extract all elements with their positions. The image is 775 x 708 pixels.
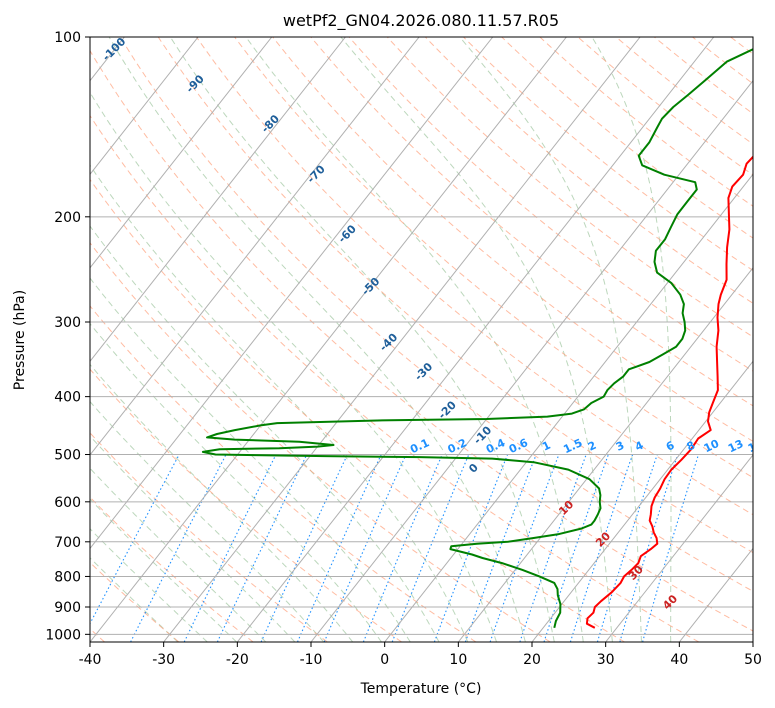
isotherm-line — [90, 37, 199, 176]
dewpoint-profile-line — [201, 48, 753, 629]
isotherm-line — [90, 37, 346, 363]
dry-adiabat-line — [90, 49, 753, 632]
y-tick-label: 400 — [54, 390, 81, 406]
plot-area: -100-90-80-70-60-50-40-30-20-10010203040… — [90, 37, 766, 642]
x-axis-ticks: -40 -30 -20 -10 0 10 20 30 40 50 — [79, 642, 762, 668]
moist-adiabat-line — [90, 164, 469, 642]
dry-adiabat-line — [90, 305, 477, 642]
mixing-ratio-label: 16 — [746, 437, 766, 455]
sounding-profiles — [201, 48, 753, 629]
moist-adiabat-line — [245, 37, 584, 642]
isotherm-line — [531, 360, 753, 642]
plot-frame — [89, 36, 754, 643]
mixing-ratio-line — [619, 454, 679, 642]
dry-adiabat-line — [90, 561, 180, 642]
x-tick-label: 0 — [380, 652, 389, 668]
mixing-ratio-line — [90, 454, 180, 625]
mixing-ratio-line — [433, 454, 509, 642]
isotherm-line — [90, 37, 567, 642]
dry-adiabat-line — [90, 368, 402, 642]
moist-adiabat-line — [90, 498, 237, 642]
moist-adiabat-line — [459, 37, 642, 642]
moist-adiabat-line — [90, 528, 208, 642]
x-tick-label: -10 — [300, 652, 323, 668]
temperature-profile-line — [585, 155, 753, 629]
x-tick-label: -20 — [226, 652, 249, 668]
x-tick-label: 30 — [597, 652, 615, 668]
x-tick-label: -30 — [152, 652, 175, 668]
y-tick-label: 900 — [54, 600, 81, 616]
x-tick-label: 50 — [744, 652, 762, 668]
dry-adiabat-line — [157, 37, 753, 554]
y-tick-label: 1000 — [45, 627, 81, 643]
dry-adiabat-line — [90, 178, 625, 642]
moist-adiabat-line — [90, 467, 267, 642]
moist-adiabat-line — [90, 435, 296, 642]
moist-adiabat-line — [90, 225, 440, 642]
mixing-ratio-line — [642, 454, 700, 642]
dry-adiabat-line — [90, 242, 551, 642]
mixing-ratio-line — [391, 454, 470, 642]
x-tick-label: 10 — [449, 652, 467, 668]
dry-adiabat-line — [310, 37, 753, 407]
y-tick-label: 600 — [54, 495, 81, 511]
chart-title: wetPf2_GN04.2026.080.11.57.R05 — [283, 11, 559, 31]
x-tick-label: 40 — [670, 652, 688, 668]
y-tick-label: 500 — [54, 448, 81, 464]
isotherm-line — [236, 37, 715, 642]
moist-adiabat-line — [340, 37, 613, 642]
dry-adiabat-line — [272, 37, 753, 442]
isotherms — [90, 37, 753, 642]
mixing-ratio-lines — [90, 454, 700, 642]
isotherm-line — [384, 173, 753, 642]
dry-adiabat-line — [195, 37, 753, 516]
y-tick-label: 200 — [54, 210, 81, 226]
isotherm-line — [457, 267, 753, 642]
mixing-ratio-line — [362, 454, 443, 642]
mixing-ratio-line — [296, 454, 382, 642]
x-tick-label: -40 — [79, 652, 102, 668]
dry-adiabat-line — [119, 37, 753, 592]
mixing-ratio-line — [596, 454, 658, 642]
y-axis-ticks: 100 200 300 400 500 600 700 800 900 1000 — [45, 30, 90, 643]
mixing-ratio-label: 13 — [726, 437, 745, 455]
x-axis-label: Temperature (°C) — [360, 681, 482, 697]
mixing-ratio-line — [216, 454, 308, 642]
dry-adiabat-line — [424, 37, 753, 304]
isobar-grid — [90, 37, 753, 635]
moist-adiabat-line — [108, 37, 526, 642]
mixing-ratio-line — [519, 454, 587, 642]
moist-adiabat-line — [591, 37, 672, 642]
isotherm-line — [163, 37, 641, 642]
moist-adiabat-line — [169, 37, 555, 642]
mixing-ratio-line — [543, 454, 609, 642]
y-tick-label: 300 — [54, 315, 81, 331]
isotherm-line — [310, 79, 753, 642]
mixing-ratio-line — [464, 454, 537, 642]
y-tick-label: 700 — [54, 535, 81, 551]
mixing-ratio-line — [569, 454, 634, 642]
dry-adiabat-line — [90, 114, 700, 642]
mixing-ratio-line — [323, 454, 407, 642]
moist-adiabat-line — [90, 322, 382, 642]
dry-adiabat-line — [233, 37, 753, 479]
y-tick-label: 800 — [54, 569, 81, 585]
isotherm-line — [90, 37, 273, 269]
x-tick-label: 20 — [523, 652, 541, 668]
mixing-ratio-line — [489, 454, 560, 642]
isotherm-line — [90, 37, 420, 456]
y-tick-label: 100 — [54, 30, 81, 46]
mixing-ratio-label: 10 — [702, 437, 722, 455]
mixing-ratio-line — [260, 454, 348, 642]
y-axis-label: Pressure (hPa) — [12, 290, 28, 390]
isotherm-line — [605, 454, 753, 642]
moist-adiabat-line — [90, 277, 411, 642]
moist-adiabat-line — [90, 557, 179, 642]
isotherm-line — [90, 37, 494, 550]
